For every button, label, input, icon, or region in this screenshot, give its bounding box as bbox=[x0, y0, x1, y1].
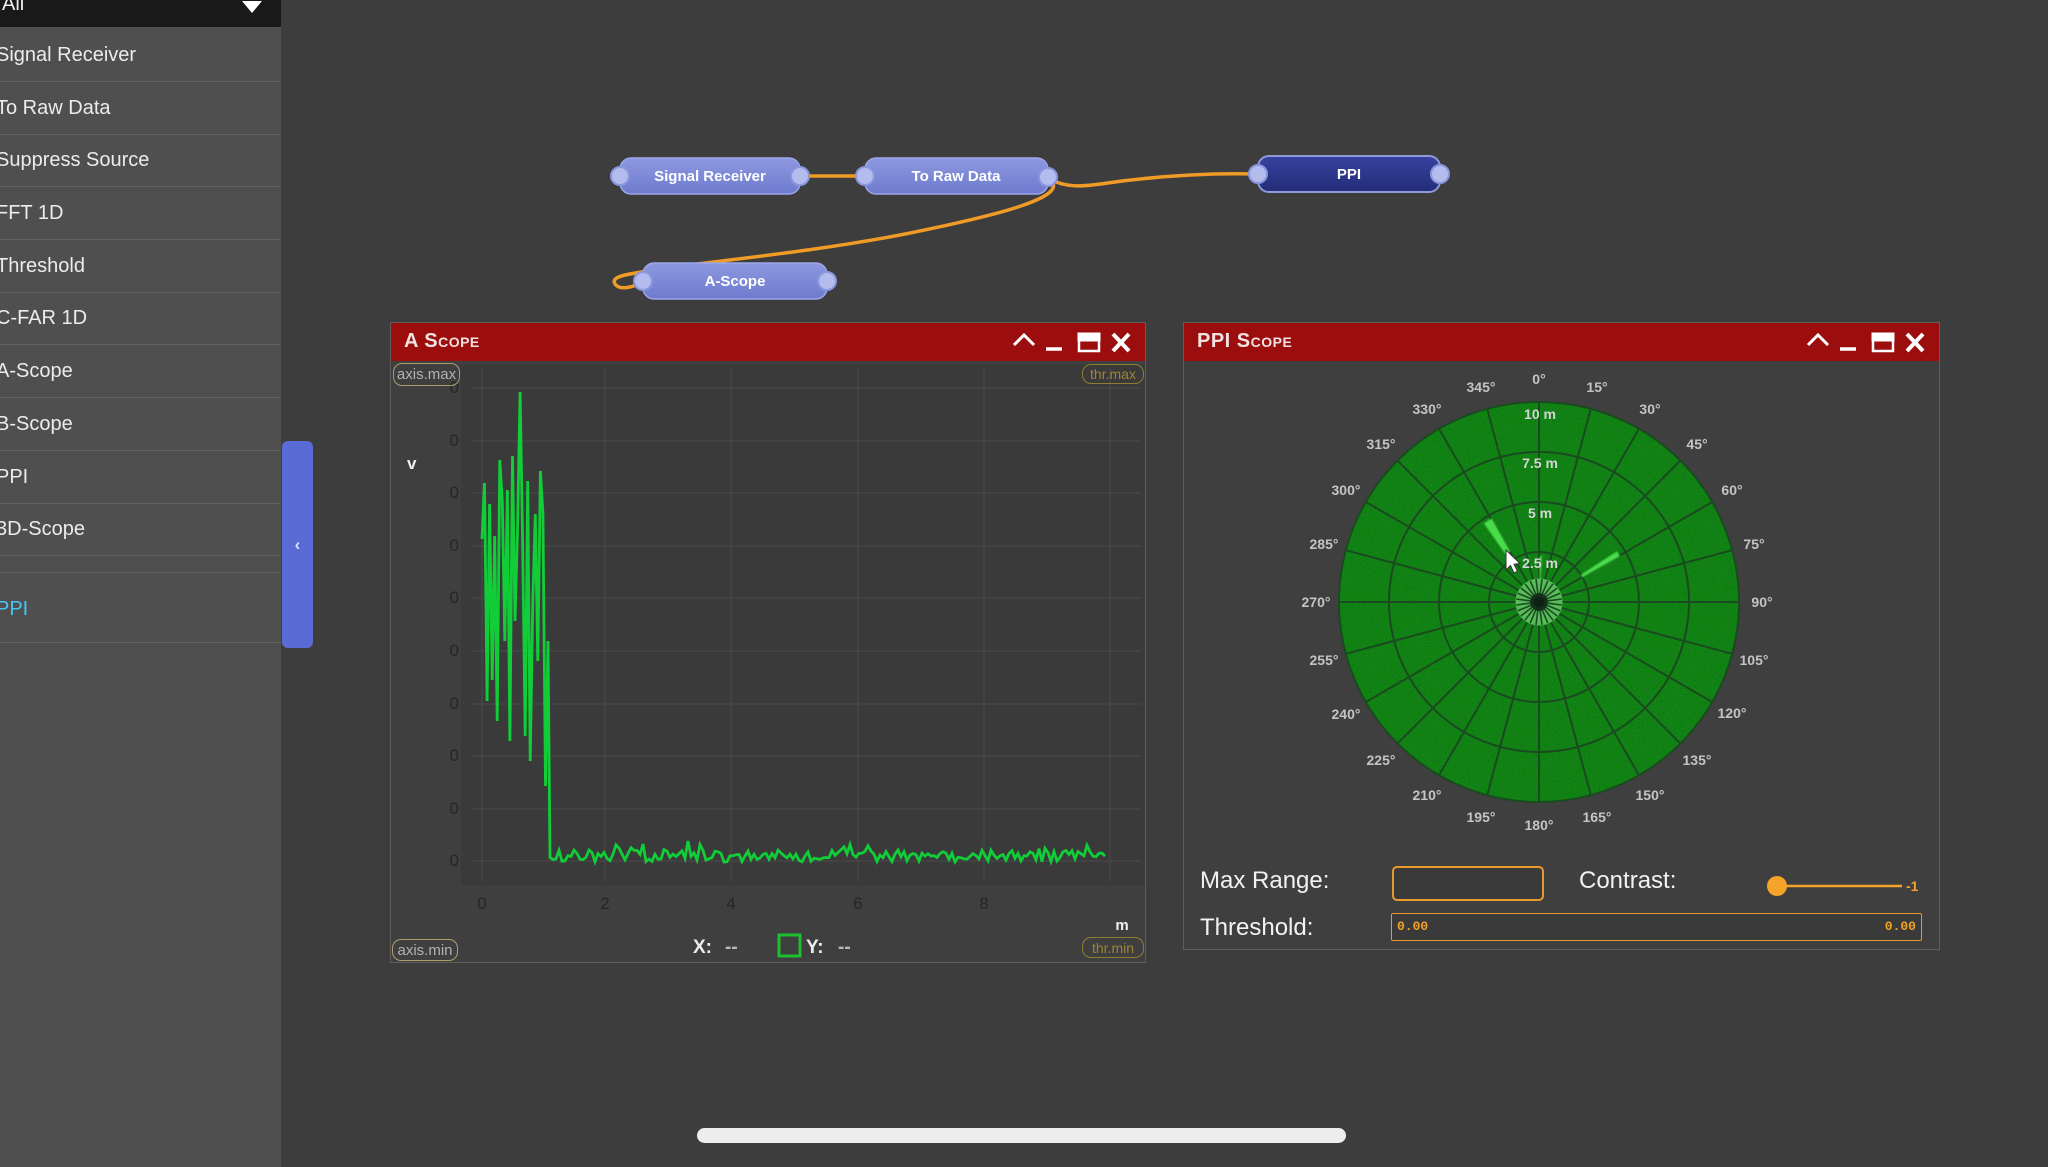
svg-text:A-Scope: A-Scope bbox=[705, 273, 766, 290]
svg-text:240°: 240° bbox=[1332, 706, 1361, 722]
svg-text:150°: 150° bbox=[1636, 787, 1665, 803]
svg-text:0°: 0° bbox=[1532, 371, 1545, 387]
svg-text:105°: 105° bbox=[1740, 652, 1769, 668]
svg-text:0: 0 bbox=[450, 746, 459, 765]
svg-text:7.5 m: 7.5 m bbox=[1522, 455, 1558, 471]
svg-text:0: 0 bbox=[450, 431, 459, 450]
svg-text:0: 0 bbox=[450, 694, 459, 713]
svg-text:10 m: 10 m bbox=[1524, 406, 1556, 422]
svg-text:v: v bbox=[407, 454, 417, 473]
svg-text:0: 0 bbox=[450, 378, 459, 397]
svg-text:0: 0 bbox=[450, 483, 459, 502]
svg-text:255°: 255° bbox=[1310, 652, 1339, 668]
svg-text:45°: 45° bbox=[1686, 436, 1707, 452]
svg-text:120°: 120° bbox=[1718, 705, 1747, 721]
svg-text:60°: 60° bbox=[1721, 482, 1742, 498]
svg-text:2: 2 bbox=[600, 894, 609, 913]
svg-text:135°: 135° bbox=[1683, 752, 1712, 768]
svg-text:0: 0 bbox=[477, 894, 486, 913]
svg-text:0: 0 bbox=[450, 536, 459, 555]
svg-text:75°: 75° bbox=[1743, 536, 1764, 552]
svg-text:4: 4 bbox=[726, 894, 735, 913]
svg-text:2.5 m: 2.5 m bbox=[1522, 555, 1558, 571]
svg-text:To Raw Data: To Raw Data bbox=[912, 168, 1002, 185]
svg-text:m: m bbox=[1115, 917, 1128, 934]
svg-text:270°: 270° bbox=[1302, 594, 1331, 610]
svg-text:0: 0 bbox=[450, 799, 459, 818]
svg-text:225°: 225° bbox=[1367, 752, 1396, 768]
svg-text:285°: 285° bbox=[1310, 536, 1339, 552]
svg-text:300°: 300° bbox=[1332, 482, 1361, 498]
svg-text:90°: 90° bbox=[1751, 594, 1772, 610]
svg-text:PPI: PPI bbox=[1337, 166, 1361, 183]
svg-text:345°: 345° bbox=[1467, 379, 1496, 395]
svg-text:330°: 330° bbox=[1413, 401, 1442, 417]
svg-text:--: -- bbox=[838, 937, 851, 958]
svg-text:315°: 315° bbox=[1367, 436, 1396, 452]
svg-text:195°: 195° bbox=[1467, 809, 1496, 825]
svg-text:8: 8 bbox=[979, 894, 988, 913]
svg-text:0: 0 bbox=[450, 641, 459, 660]
svg-text:--: -- bbox=[725, 937, 738, 958]
svg-text:-1: -1 bbox=[1906, 878, 1919, 894]
svg-text:6: 6 bbox=[853, 894, 862, 913]
svg-text:Y:: Y: bbox=[806, 937, 824, 958]
svg-text:Signal Receiver: Signal Receiver bbox=[654, 168, 766, 185]
svg-text:30°: 30° bbox=[1639, 401, 1660, 417]
svg-text:210°: 210° bbox=[1413, 787, 1442, 803]
svg-text:15°: 15° bbox=[1586, 379, 1607, 395]
svg-text:0: 0 bbox=[450, 851, 459, 870]
svg-text:165°: 165° bbox=[1583, 809, 1612, 825]
svg-text:X:: X: bbox=[693, 937, 712, 958]
svg-text:0: 0 bbox=[450, 588, 459, 607]
svg-text:5 m: 5 m bbox=[1528, 505, 1552, 521]
svg-text:180°: 180° bbox=[1525, 817, 1554, 833]
